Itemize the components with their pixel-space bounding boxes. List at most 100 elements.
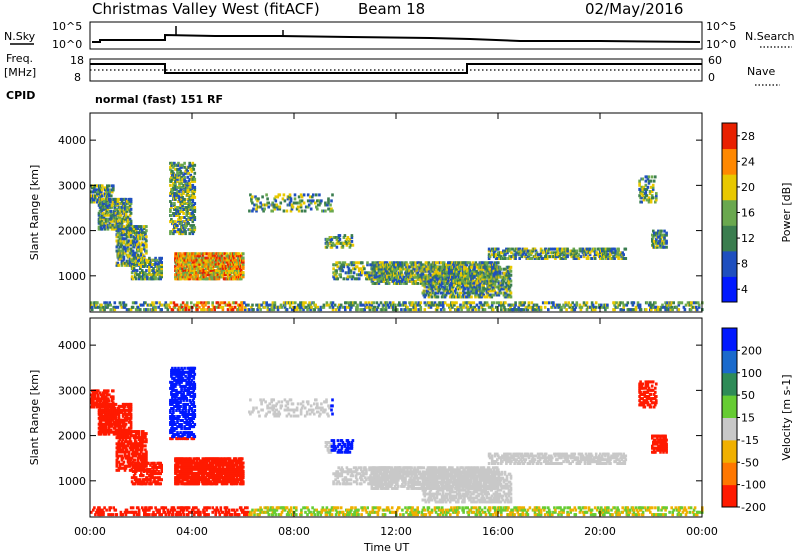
power-cell bbox=[432, 303, 436, 307]
power-cell bbox=[93, 186, 96, 190]
power-cell bbox=[443, 295, 447, 299]
power-cell bbox=[475, 303, 479, 307]
power-cell bbox=[223, 252, 227, 256]
power-cell bbox=[108, 194, 111, 198]
power-cell bbox=[121, 253, 125, 257]
power-cell bbox=[619, 301, 622, 305]
power-cell bbox=[654, 175, 657, 179]
power-cell bbox=[660, 241, 663, 245]
power-cell bbox=[176, 167, 179, 171]
power-cell bbox=[467, 279, 470, 283]
power-cell bbox=[656, 243, 659, 247]
power-cell bbox=[466, 269, 469, 273]
power-cell bbox=[131, 301, 135, 305]
power-cell bbox=[591, 303, 595, 307]
power-cell bbox=[332, 236, 336, 239]
power-cell bbox=[127, 255, 131, 259]
power-cell bbox=[185, 258, 188, 262]
power-cell bbox=[606, 305, 609, 309]
power-cell bbox=[536, 308, 540, 312]
power-cell bbox=[148, 258, 151, 262]
power-cell bbox=[239, 275, 242, 279]
power-cell bbox=[445, 291, 449, 295]
power-cell bbox=[178, 191, 181, 195]
power-cell bbox=[446, 265, 450, 269]
power-cell bbox=[471, 263, 475, 267]
power-cell bbox=[251, 201, 254, 205]
power-cell bbox=[559, 253, 562, 257]
freq-line bbox=[90, 63, 702, 74]
power-cell bbox=[344, 271, 348, 275]
power-cell bbox=[200, 308, 203, 312]
power-cell bbox=[116, 255, 120, 259]
power-cell bbox=[327, 199, 330, 203]
power-cell bbox=[448, 287, 452, 291]
power-cell bbox=[127, 243, 131, 247]
power-cell bbox=[221, 275, 225, 279]
power-cell bbox=[235, 269, 239, 272]
power-cell bbox=[500, 255, 503, 259]
power-cell bbox=[486, 303, 490, 307]
power-cell bbox=[573, 303, 577, 307]
power-cell bbox=[607, 253, 610, 257]
power-cell bbox=[459, 279, 462, 283]
power-cell bbox=[160, 303, 163, 307]
power-cell bbox=[350, 234, 354, 238]
power-cell bbox=[222, 262, 226, 266]
power-cell bbox=[241, 303, 244, 307]
power-cell bbox=[154, 275, 157, 279]
power-cell bbox=[324, 209, 327, 213]
power-cell bbox=[523, 247, 527, 251]
power-cell bbox=[407, 273, 410, 277]
power-cell bbox=[563, 305, 566, 309]
power-cell bbox=[648, 192, 652, 196]
power-cell bbox=[541, 251, 545, 255]
power-cell bbox=[460, 271, 463, 275]
power-cell bbox=[509, 305, 512, 309]
power-cell bbox=[289, 209, 293, 213]
power-cell bbox=[352, 263, 356, 267]
power-cell bbox=[396, 275, 399, 279]
power-cell bbox=[137, 273, 141, 277]
power-cell bbox=[221, 305, 225, 309]
power-cell bbox=[588, 253, 592, 257]
power-cell bbox=[180, 277, 183, 281]
power-cell bbox=[184, 169, 187, 173]
power-cell bbox=[215, 277, 219, 281]
power-cell bbox=[574, 253, 578, 257]
power-cell bbox=[193, 179, 197, 183]
power-cell bbox=[373, 305, 377, 309]
power-cell bbox=[123, 205, 127, 209]
power-cell bbox=[460, 273, 463, 277]
power-cell bbox=[461, 295, 464, 299]
power-cell bbox=[255, 207, 258, 211]
power-cell bbox=[175, 214, 178, 217]
power-cell bbox=[192, 193, 196, 197]
power-cell bbox=[152, 271, 155, 275]
power-cell bbox=[648, 190, 652, 193]
power-cell bbox=[388, 261, 392, 265]
power-cell bbox=[123, 251, 127, 255]
power-cell bbox=[634, 308, 638, 312]
power-cell bbox=[90, 184, 93, 188]
power-cell bbox=[485, 265, 488, 269]
power-cell bbox=[125, 209, 129, 213]
power-cell bbox=[460, 305, 463, 309]
power-cell bbox=[186, 175, 189, 179]
power-cell bbox=[199, 277, 203, 281]
power-cell bbox=[103, 205, 107, 209]
power-cell bbox=[109, 199, 113, 203]
power-cell bbox=[643, 187, 647, 191]
power-cell bbox=[387, 305, 391, 309]
power-cell bbox=[193, 185, 197, 189]
power-cell bbox=[327, 197, 330, 201]
power-cell bbox=[346, 236, 350, 239]
power-cell bbox=[510, 251, 513, 255]
power-cell bbox=[227, 269, 231, 272]
power-cell bbox=[130, 263, 134, 266]
power-cell bbox=[494, 305, 498, 309]
power-cell bbox=[494, 273, 498, 277]
power-cell bbox=[136, 256, 140, 260]
power-cell bbox=[368, 308, 372, 312]
power-cell bbox=[308, 199, 312, 203]
